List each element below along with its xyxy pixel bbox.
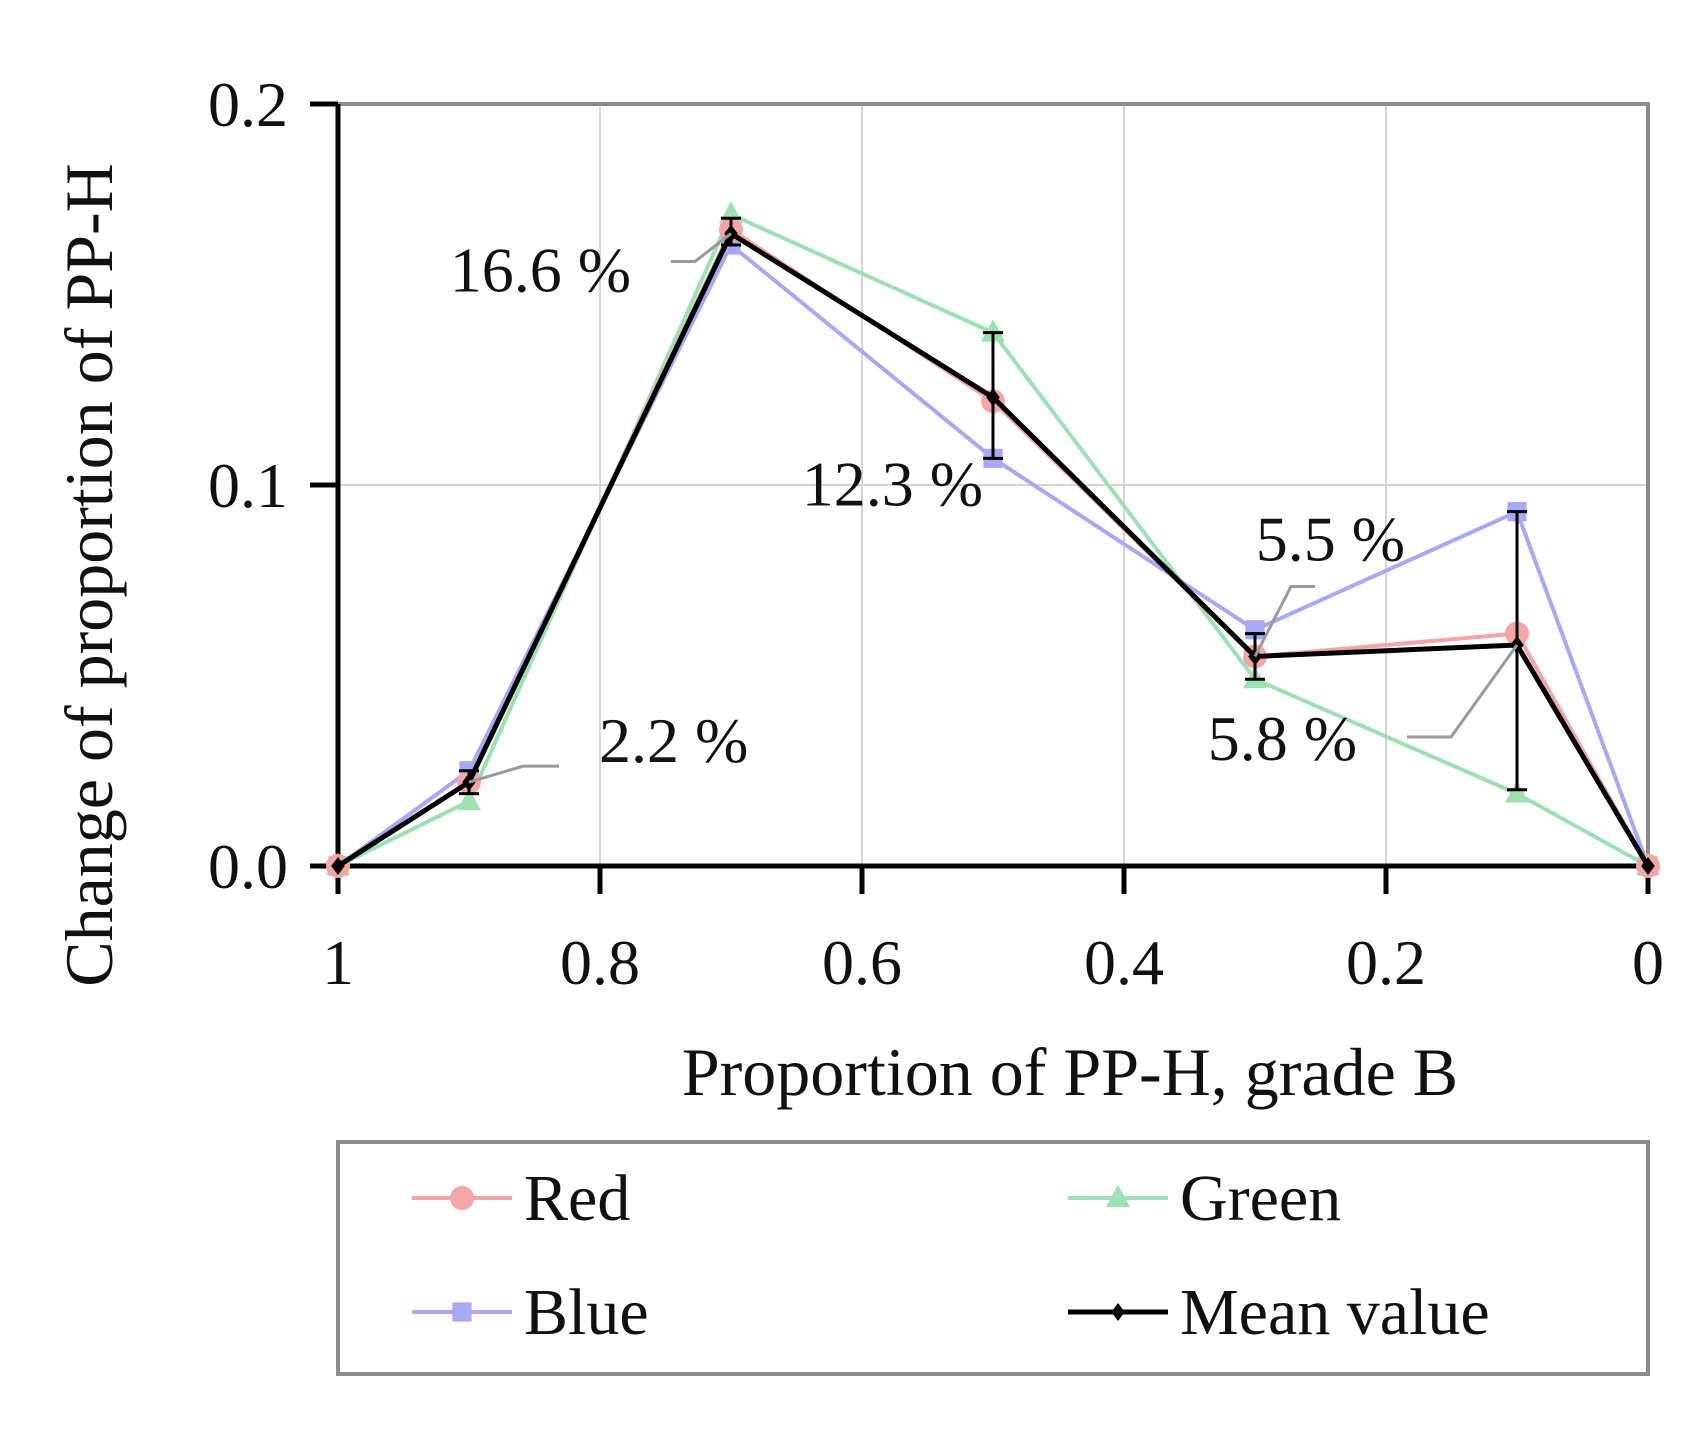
legend-item-mean-value: Mean value <box>1068 1276 1490 1349</box>
x-tick-label: 0.8 <box>560 927 640 998</box>
data-point <box>981 319 1005 342</box>
data-point <box>457 788 481 811</box>
x-tick-label: 1 <box>322 927 354 998</box>
legend-label: Red <box>524 1162 630 1235</box>
x-tick-label: 0.4 <box>1084 927 1164 998</box>
data-point <box>1505 780 1529 803</box>
annotation: 2.2 % <box>468 705 748 784</box>
x-tick-label: 0.6 <box>822 927 902 998</box>
y-tick-label: 0.1 <box>208 450 288 521</box>
legend: Red Green Blue Mean value <box>336 1140 1650 1376</box>
annotations: 2.2 % 16.6 % 12.3 % 5.5 % 5.8 % <box>450 232 1519 784</box>
legend-item-green: Green <box>1068 1162 1341 1235</box>
annotation-leader <box>671 232 732 264</box>
annotation-label: 12.3 % <box>802 448 983 519</box>
series-mean-value <box>331 216 1655 875</box>
data-point <box>1641 857 1655 875</box>
tick-labels: 1 0.8 0.6 0.4 0.2 0 0.0 0.1 0.2 <box>208 69 1664 998</box>
y-axis-title: Change of proportion of PP-H <box>51 163 127 986</box>
annotation-label: 5.5 % <box>1256 503 1405 574</box>
annotation-label: 2.2 % <box>599 705 748 776</box>
x-axis-title: Proportion of PP-H, grade B <box>682 1034 1458 1110</box>
annotation: 12.3 % <box>802 448 983 519</box>
legend-item-red: Red <box>412 1162 630 1235</box>
annotation-leader <box>1253 584 1315 658</box>
y-tick-label: 0.2 <box>208 69 288 140</box>
data-point <box>986 388 1000 407</box>
data-point <box>452 1302 472 1322</box>
x-tick-label: 0 <box>1632 927 1664 998</box>
series-red <box>326 217 1660 878</box>
annotation: 5.5 % <box>1253 503 1405 658</box>
legend-entries: Red Green Blue Mean value <box>412 1162 1490 1349</box>
annotation-leader <box>468 764 559 784</box>
annotation-label: 5.8 % <box>1208 703 1357 774</box>
x-tick-label: 0.2 <box>1346 927 1426 998</box>
grid <box>338 104 1648 866</box>
legend-label: Blue <box>524 1276 649 1349</box>
data-point <box>1106 1184 1130 1207</box>
data-point <box>1111 1303 1125 1321</box>
data-point <box>331 857 345 875</box>
legend-frame <box>336 1140 1650 1376</box>
annotation: 16.6 % <box>450 232 732 306</box>
y-tick-label: 0.0 <box>208 831 288 902</box>
annotation-label: 16.6 % <box>450 235 631 306</box>
legend-label: Green <box>1180 1162 1341 1235</box>
data-point <box>450 1186 474 1210</box>
legend-item-blue: Blue <box>412 1276 649 1349</box>
annotation: 5.8 % <box>1208 644 1519 774</box>
annotation-leader <box>1407 644 1519 739</box>
legend-label: Mean value <box>1180 1276 1490 1349</box>
